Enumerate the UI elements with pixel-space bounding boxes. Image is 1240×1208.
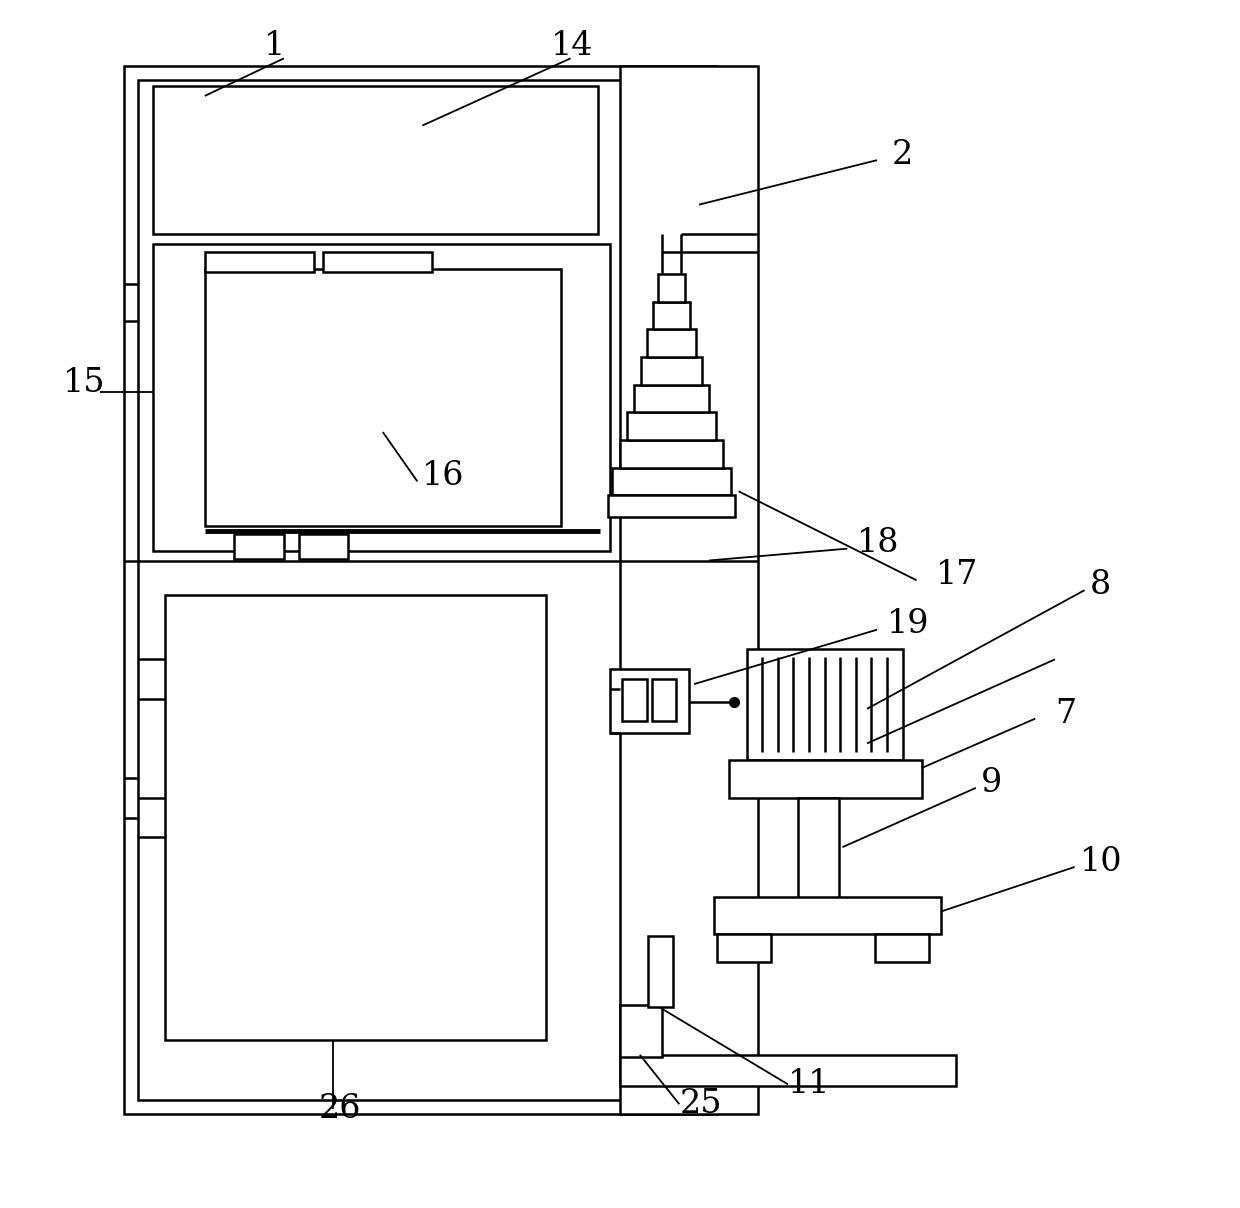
Bar [634,384,709,412]
Bar [124,66,717,1114]
Bar [324,252,433,272]
Bar [138,80,703,1100]
Bar [154,244,610,551]
Text: 14: 14 [551,30,593,63]
Bar [622,679,647,721]
Bar [875,934,930,962]
Bar [620,66,759,1114]
Bar [299,534,348,558]
Bar [620,1055,956,1086]
Bar [647,936,673,1007]
Bar [714,896,941,934]
Bar [652,679,676,721]
Bar [608,495,734,517]
Bar [205,252,314,272]
Text: 10: 10 [1080,846,1122,878]
Bar [627,412,715,440]
Bar [797,797,839,901]
Text: 9: 9 [981,767,1002,798]
Text: 25: 25 [680,1088,722,1120]
Bar [620,440,723,467]
Bar [205,269,560,525]
Bar [657,274,686,302]
Text: 2: 2 [892,139,913,172]
Text: 18: 18 [857,527,900,559]
Text: 7: 7 [1055,698,1076,730]
Text: 17: 17 [936,559,978,592]
Bar [652,302,691,330]
Bar [234,534,284,558]
Text: 26: 26 [319,1093,361,1125]
Bar [746,650,903,760]
Text: 16: 16 [423,460,465,493]
Text: 19: 19 [887,608,930,640]
Bar [717,934,771,962]
Text: 8: 8 [1090,569,1111,602]
Bar [641,356,702,384]
Bar [647,330,696,356]
Text: 1: 1 [264,30,285,63]
Text: 15: 15 [62,366,105,399]
Bar [620,1005,661,1057]
Bar [165,596,546,1040]
Bar [610,669,689,733]
Bar [613,467,730,495]
Bar [154,86,598,234]
Text: 11: 11 [789,1068,831,1100]
Bar [729,760,923,797]
